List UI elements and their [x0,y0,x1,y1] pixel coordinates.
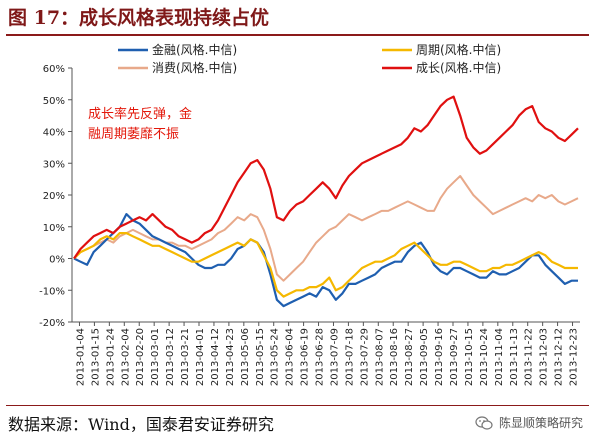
x-tick-label: 2013-02-20 [135,328,146,386]
footer-divider [6,405,589,406]
x-tick-label: 2013-06-19 [300,328,311,386]
x-tick-label: 2013-11-13 [509,328,520,386]
x-tick-label: 2013-03-21 [180,328,191,386]
y-tick-label: -10% [39,286,65,297]
x-tick-label: 2013-11-04 [494,328,505,386]
x-tick-label: 2013-02-04 [120,328,131,386]
x-tick-label: 2013-10-24 [479,328,490,386]
x-tick-label: 2013-09-05 [419,328,430,386]
x-tick-label: 2013-07-18 [344,328,355,386]
x-tick-label: 2013-07-09 [329,328,340,386]
x-tick-label: 2013-01-04 [75,328,86,386]
legend-label: 成长(风格.中信) [416,60,501,75]
x-tick-label: 2013-04-12 [210,328,221,386]
x-tick-label: 2013-07-29 [359,328,370,386]
x-tick-label: 2013-11-22 [524,328,535,386]
x-tick-label: 2013-05-24 [270,328,281,386]
x-tick-label: 2013-01-15 [90,328,101,386]
chart-legend: 金融(风格.中信) 周期(风格.中信) 消费(风格.中信) 成长(风格.中信) [118,42,501,75]
y-tick-label: 40% [43,128,65,139]
x-tick-label: 2013-10-15 [464,328,475,386]
x-tick-label: 2013-04-01 [195,328,206,386]
title-divider [6,34,589,36]
figure-title: 图 17：成长风格表现持续占优 [8,7,270,29]
y-tick-label: -20% [39,318,65,329]
x-tick-label: 2013-03-12 [165,328,176,386]
x-tick-label: 2013-03-01 [150,328,161,386]
source-note: 数据来源：Wind，国泰君安证券研究 [8,415,274,434]
x-tick-label: 2013-05-06 [240,328,251,386]
watermark: 陈显顺策略研究 [475,412,583,434]
y-tick-label: 30% [43,159,65,170]
legend-label: 消费(风格.中信) [152,60,237,75]
x-tick-label: 2013-09-16 [434,328,445,386]
y-tick-label: 10% [43,223,65,234]
x-tick-label: 2013-04-23 [225,328,236,386]
y-tick-label: 0% [49,255,65,266]
x-tick-label: 2013-12-03 [539,328,550,386]
x-tick-label: 2013-06-04 [285,328,296,386]
annotation-line: 成长率先反弹，金 [88,106,192,122]
x-tick-label: 2013-08-16 [389,328,400,386]
chart-axes: -20% -10% 0% 10% 20% 30% 40% 50% 60% 2013-01-04 20… [39,64,580,386]
x-tick-label: 2013-09-27 [449,328,460,386]
x-tick-label: 2013-06-28 [315,328,326,386]
x-tick-label: 2013-01-24 [105,328,116,386]
chart-area: -20% -10% 0% 10% 20% 30% 40% 50% 60% 2013-01-04 20… [39,42,580,386]
series-line-2 [73,175,579,282]
wechat-icon [475,416,493,430]
x-tick-label: 2013-05-15 [255,328,266,386]
y-tick-label: 60% [43,64,65,75]
series-line-0 [73,213,578,308]
x-tick-label: 2013-08-07 [374,328,385,386]
x-tick-label: 2013-12-12 [554,328,565,386]
legend-label: 金融(风格.中信) [152,42,237,57]
annotation-line: 融周期萎靡不振 [88,126,179,142]
y-tick-label: 50% [43,96,65,107]
y-tick-label: 20% [43,191,65,202]
chart-series-layer [73,95,579,308]
legend-label: 周期(风格.中信) [416,42,501,57]
x-tick-label: 2013-08-27 [404,328,415,386]
x-tick-label: 2013-12-23 [569,328,580,386]
watermark-text: 陈显顺策略研究 [498,416,583,430]
series-line-3 [73,95,579,260]
series-line-1 [73,232,578,298]
